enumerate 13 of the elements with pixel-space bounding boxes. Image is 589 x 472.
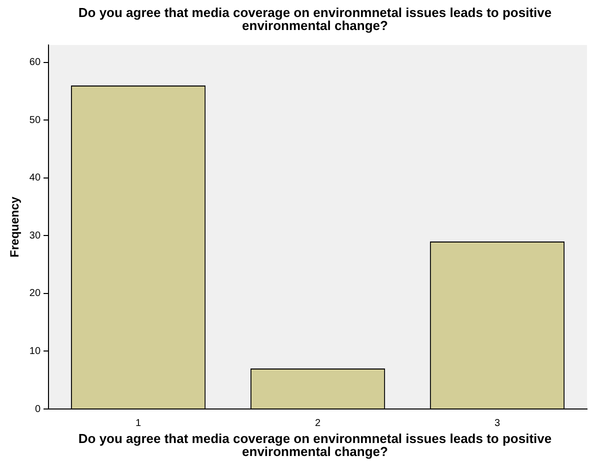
y-tick-label: 20 (29, 288, 41, 300)
y-tick-label: 30 (29, 230, 41, 242)
y-tick-label: 40 (29, 172, 41, 184)
x-tick-label: 1 (135, 418, 142, 429)
x-tick-label: 2 (314, 418, 321, 429)
y-tick-label: 0 (34, 404, 41, 415)
y-tick-label: 50 (29, 114, 41, 126)
y-tick-label: 10 (29, 346, 41, 357)
x-tick-label: 3 (494, 418, 500, 429)
y-tick-label: 60 (29, 57, 41, 68)
y-axis-title: Frequency (8, 196, 22, 258)
x-axis-title: Do you agree that media coverage on environmnetal issues leads to positive environmental change? (77, 431, 553, 459)
chart-title: Do you agree that media coverage on environmnetal issues leads to positive environmental change? (77, 4, 553, 35)
